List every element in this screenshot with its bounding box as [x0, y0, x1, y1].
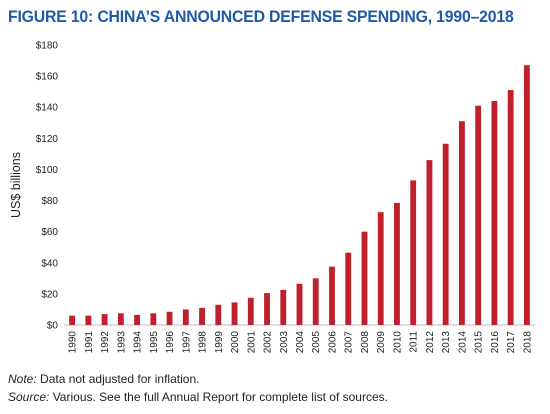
bar [296, 283, 303, 325]
note-text: Data not adjusted for inflation. [36, 372, 200, 386]
bar [199, 307, 205, 325]
note-label: Note: [8, 372, 37, 386]
bar [394, 202, 400, 325]
x-axis-ticks: 1990 1991 1992 1993 1994 1995 1996 1997 1998 1999… [68, 331, 534, 354]
x-tick-label: 2007 [344, 331, 355, 354]
bar [69, 315, 76, 325]
x-tick-label: 2018 [522, 331, 533, 354]
x-tick-label: 1996 [165, 331, 176, 354]
y-tick-label: $80 [41, 196, 58, 207]
bar [280, 290, 287, 325]
bar [247, 297, 254, 325]
y-tick-label: $100 [36, 165, 59, 176]
y-tick-label: $160 [36, 72, 59, 83]
source-label: Source: [8, 390, 50, 404]
x-tick-label: 2015 [474, 331, 485, 354]
x-tick-label: 2003 [279, 331, 290, 354]
bar [442, 143, 449, 325]
x-tick-label: 1992 [100, 331, 111, 354]
x-tick-label: 2012 [425, 331, 436, 354]
note-line: Note: Data not adjusted for inflation. [8, 370, 388, 388]
x-tick-label: 1999 [214, 331, 225, 354]
bar-chart: US$ billions $0$20$40$60$80$100$120$140$… [9, 41, 535, 354]
bar [329, 266, 335, 325]
source-line: Source: Various. See the full Annual Rep… [8, 388, 388, 406]
y-tick-label: $20 [41, 289, 58, 300]
x-tick-label: 2010 [392, 331, 403, 354]
x-tick-label: 2001 [246, 331, 257, 354]
bar [475, 105, 482, 325]
x-tick-label: 2005 [311, 331, 322, 354]
x-tick-label: 2008 [360, 331, 371, 354]
y-tick-label: $120 [36, 134, 59, 145]
bar [458, 121, 465, 325]
bar [426, 160, 433, 325]
y-tick-label: $40 [41, 258, 58, 269]
x-tick-label: 2004 [295, 331, 306, 354]
chart-title: FIGURE 10: CHINA’S ANNOUNCED DEFENSE SPE… [8, 7, 514, 26]
bar [377, 212, 384, 325]
x-tick-label: 1991 [84, 331, 95, 354]
x-tick-label: 2009 [376, 331, 387, 354]
bars [69, 65, 530, 325]
y-tick-label: $60 [41, 227, 58, 238]
bar [101, 314, 108, 325]
x-tick-label: 2014 [457, 331, 468, 354]
x-tick-label: 2011 [409, 331, 420, 353]
x-tick-label: 1993 [116, 331, 127, 354]
y-axis-ticks: $0 $20 $40 $60 $80 $100 $120 $140 $160 $180 [36, 41, 59, 332]
source-text: Various. See the full Annual Report for … [49, 390, 388, 404]
x-tick-label: 2017 [506, 331, 517, 354]
x-tick-label: 1990 [68, 331, 79, 354]
bar [507, 90, 514, 325]
bar [410, 180, 417, 325]
bar [523, 65, 530, 325]
x-tick-label: 2006 [327, 331, 338, 354]
bar [85, 315, 92, 325]
x-tick-label: 1998 [198, 331, 209, 354]
bar [231, 302, 238, 325]
bar [361, 231, 368, 325]
y-tick-label: $140 [36, 103, 59, 114]
bar [182, 309, 189, 325]
bar [117, 313, 124, 325]
y-tick-label: $180 [36, 41, 59, 52]
x-tick-label: 1995 [149, 331, 160, 354]
x-tick-label: 2016 [490, 331, 501, 354]
x-tick-label: 2013 [441, 331, 452, 354]
bar [166, 311, 173, 325]
bar [312, 278, 319, 325]
y-axis-label: US$ billions [9, 152, 23, 218]
bar [345, 252, 352, 325]
x-tick-label: 1994 [133, 331, 144, 354]
chart-notes: Note: Data not adjusted for inflation. S… [8, 370, 388, 406]
bar [215, 304, 222, 325]
bar [491, 101, 498, 325]
bar [134, 314, 141, 325]
x-tick-label: 1997 [181, 331, 192, 354]
y-tick-label: $0 [47, 321, 59, 332]
bar [150, 313, 157, 325]
x-tick-label: 2002 [263, 331, 274, 354]
x-tick-label: 2000 [230, 331, 241, 354]
bar [264, 293, 270, 325]
